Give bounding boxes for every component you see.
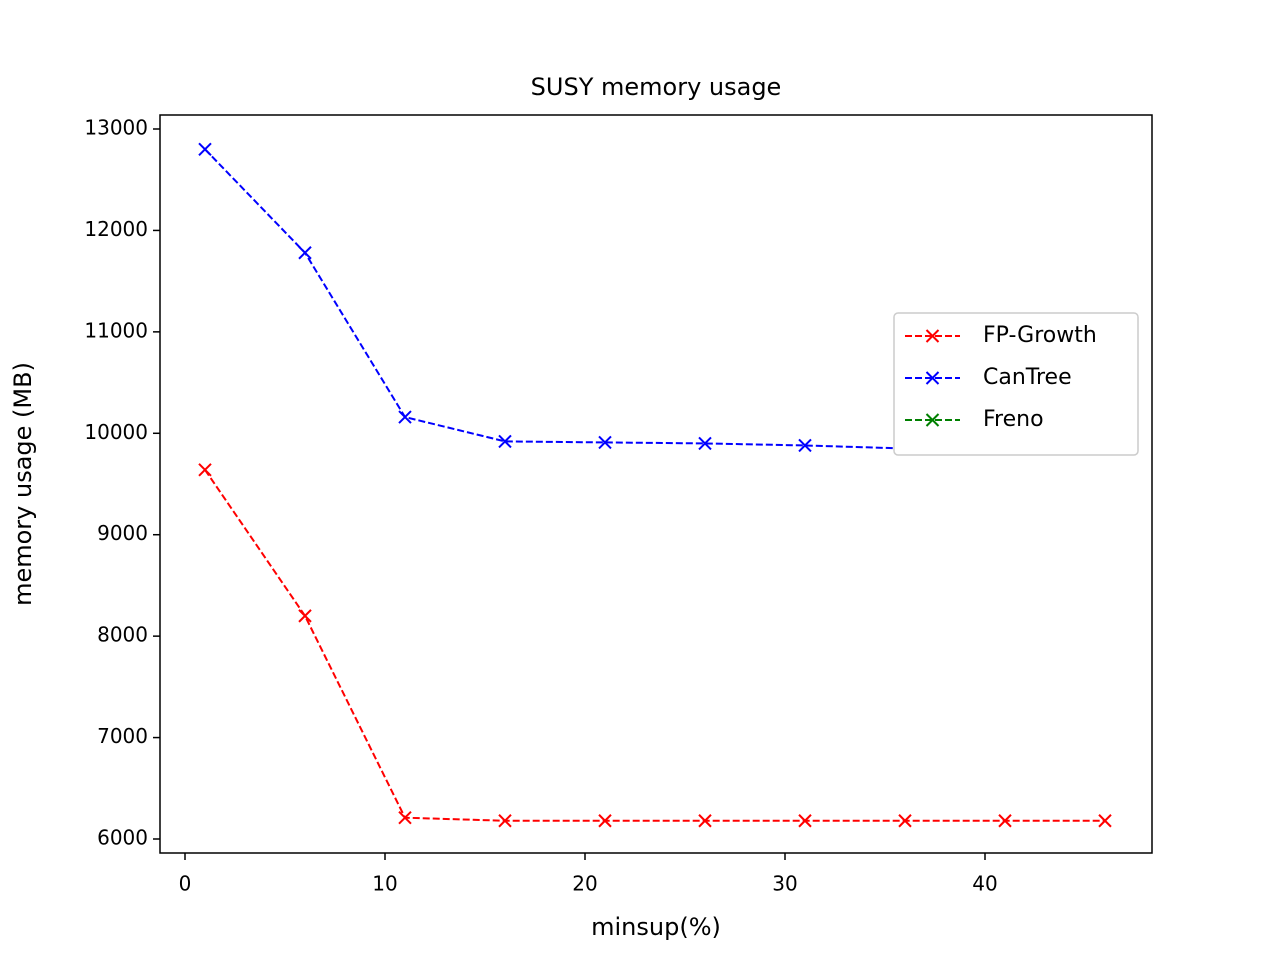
data-point xyxy=(198,463,212,477)
legend-marker xyxy=(925,329,940,343)
x-tick-label: 10 xyxy=(372,872,397,896)
data-point xyxy=(998,814,1012,828)
data-point xyxy=(298,609,312,623)
y-tick-label: 10000 xyxy=(84,420,148,444)
data-point xyxy=(698,436,712,451)
y-tick-label: 12000 xyxy=(84,217,148,241)
data-point xyxy=(298,246,312,260)
data-point xyxy=(1098,814,1112,828)
y-axis-label: memory usage (MB) xyxy=(9,362,37,606)
data-point xyxy=(598,814,612,828)
series-line xyxy=(204,469,1105,822)
y-tick-label: 7000 xyxy=(97,724,148,748)
x-axis-label: minsup(%) xyxy=(591,913,721,941)
y-tick-label: 8000 xyxy=(97,623,148,647)
legend-marker xyxy=(925,413,940,427)
data-point xyxy=(698,814,712,828)
data-point xyxy=(898,814,912,828)
data-point xyxy=(498,814,512,828)
series-line xyxy=(204,148,1106,450)
x-tick-label: 0 xyxy=(179,872,192,896)
x-tick-label: 20 xyxy=(572,872,597,896)
data-point xyxy=(398,810,412,825)
plot-frame xyxy=(159,114,1153,854)
data-point xyxy=(398,410,412,424)
data-point xyxy=(798,814,812,828)
legend-label: Freno xyxy=(983,407,1044,432)
data-point xyxy=(498,434,512,449)
x-tick-label: 40 xyxy=(972,872,997,896)
legend-marker xyxy=(925,371,940,385)
data-point xyxy=(598,435,612,450)
data-point xyxy=(798,438,812,453)
x-tick-label: 30 xyxy=(772,872,797,896)
y-tick-label: 13000 xyxy=(84,115,148,139)
data-point xyxy=(198,142,212,156)
y-tick-label: 9000 xyxy=(97,521,148,545)
legend-label: CanTree xyxy=(983,365,1072,390)
y-tick-label: 6000 xyxy=(97,826,148,850)
chart-title: SUSY memory usage xyxy=(531,73,782,101)
y-tick-label: 11000 xyxy=(84,318,148,342)
legend-label: FP-Growth xyxy=(983,323,1097,348)
